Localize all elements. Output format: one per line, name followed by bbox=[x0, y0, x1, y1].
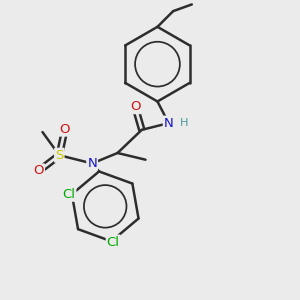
Text: O: O bbox=[34, 164, 44, 177]
Text: N: N bbox=[164, 117, 173, 130]
Text: Cl: Cl bbox=[107, 236, 120, 248]
Text: O: O bbox=[60, 123, 70, 136]
Text: N: N bbox=[87, 157, 97, 170]
Text: Cl: Cl bbox=[62, 188, 75, 201]
Text: O: O bbox=[130, 100, 140, 113]
Text: H: H bbox=[180, 118, 189, 128]
Text: S: S bbox=[55, 149, 64, 162]
